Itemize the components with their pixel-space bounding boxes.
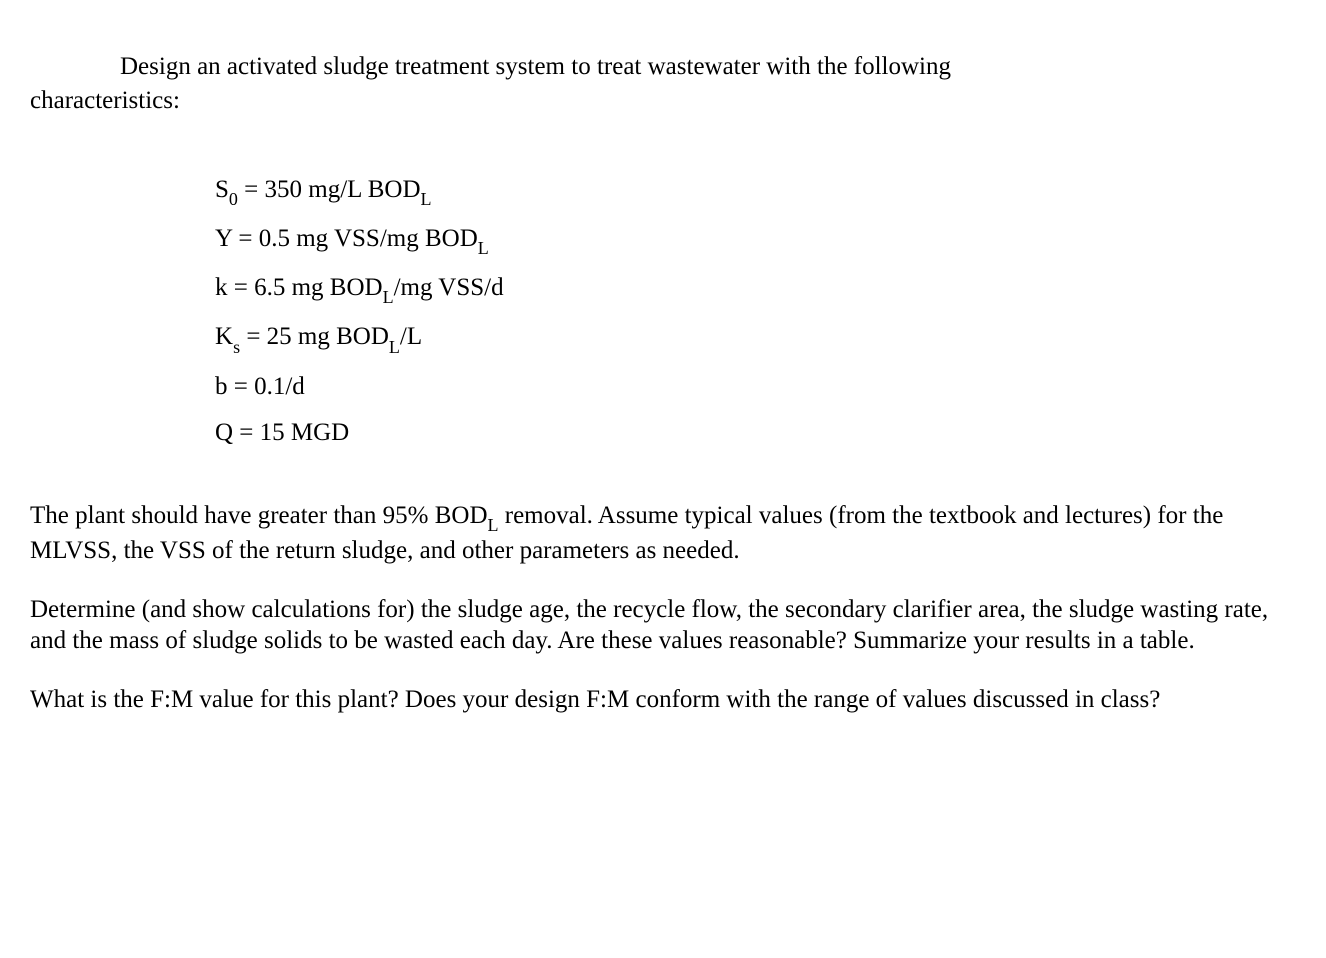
param-ks-var: K [215, 323, 233, 350]
param-s0-sub2: L [421, 189, 432, 209]
param-s0: S0 = 350 mg/L BODL [215, 173, 1296, 209]
parameters-block: S0 = 350 mg/L BODL Y = 0.5 mg VSS/mg BOD… [215, 173, 1296, 451]
param-y: Y = 0.5 mg VSS/mg BODL [215, 222, 1296, 258]
param-y-val: Y = 0.5 mg VSS/mg BOD [215, 225, 478, 252]
param-k-pre: k = 6.5 mg BOD [215, 274, 383, 301]
param-ks: Ks = 25 mg BODL/L [215, 320, 1296, 356]
paragraph-removal: The plant should have greater than 95% B… [30, 500, 1296, 566]
paragraph-determine: Determine (and show calculations for) th… [30, 594, 1296, 657]
param-q: Q = 15 MGD [215, 416, 1296, 450]
intro-paragraph: Design an activated sludge treatment sys… [30, 50, 1296, 118]
param-ks-post: /L [400, 323, 422, 350]
para1-t1: The plant should have greater than 95% B… [30, 502, 488, 529]
param-s0-var: S [215, 176, 229, 203]
param-ks-sub: s [233, 337, 240, 357]
param-k-sub: L [383, 287, 394, 307]
param-s0-val: = 350 mg/L BOD [238, 176, 421, 203]
param-b: b = 0.1/d [215, 370, 1296, 404]
param-ks-sub2: L [389, 337, 400, 357]
intro-line1: Design an activated sludge treatment sys… [30, 50, 1296, 84]
intro-line2: characteristics: [30, 84, 1296, 118]
param-ks-mid: = 25 mg BOD [240, 323, 389, 350]
para1-sub: L [488, 515, 499, 535]
param-y-sub: L [478, 238, 489, 258]
param-k-post: /mg VSS/d [394, 274, 504, 301]
paragraph-fm: What is the F:M value for this plant? Do… [30, 684, 1296, 715]
param-s0-sub: 0 [229, 189, 238, 209]
param-k: k = 6.5 mg BODL/mg VSS/d [215, 271, 1296, 307]
